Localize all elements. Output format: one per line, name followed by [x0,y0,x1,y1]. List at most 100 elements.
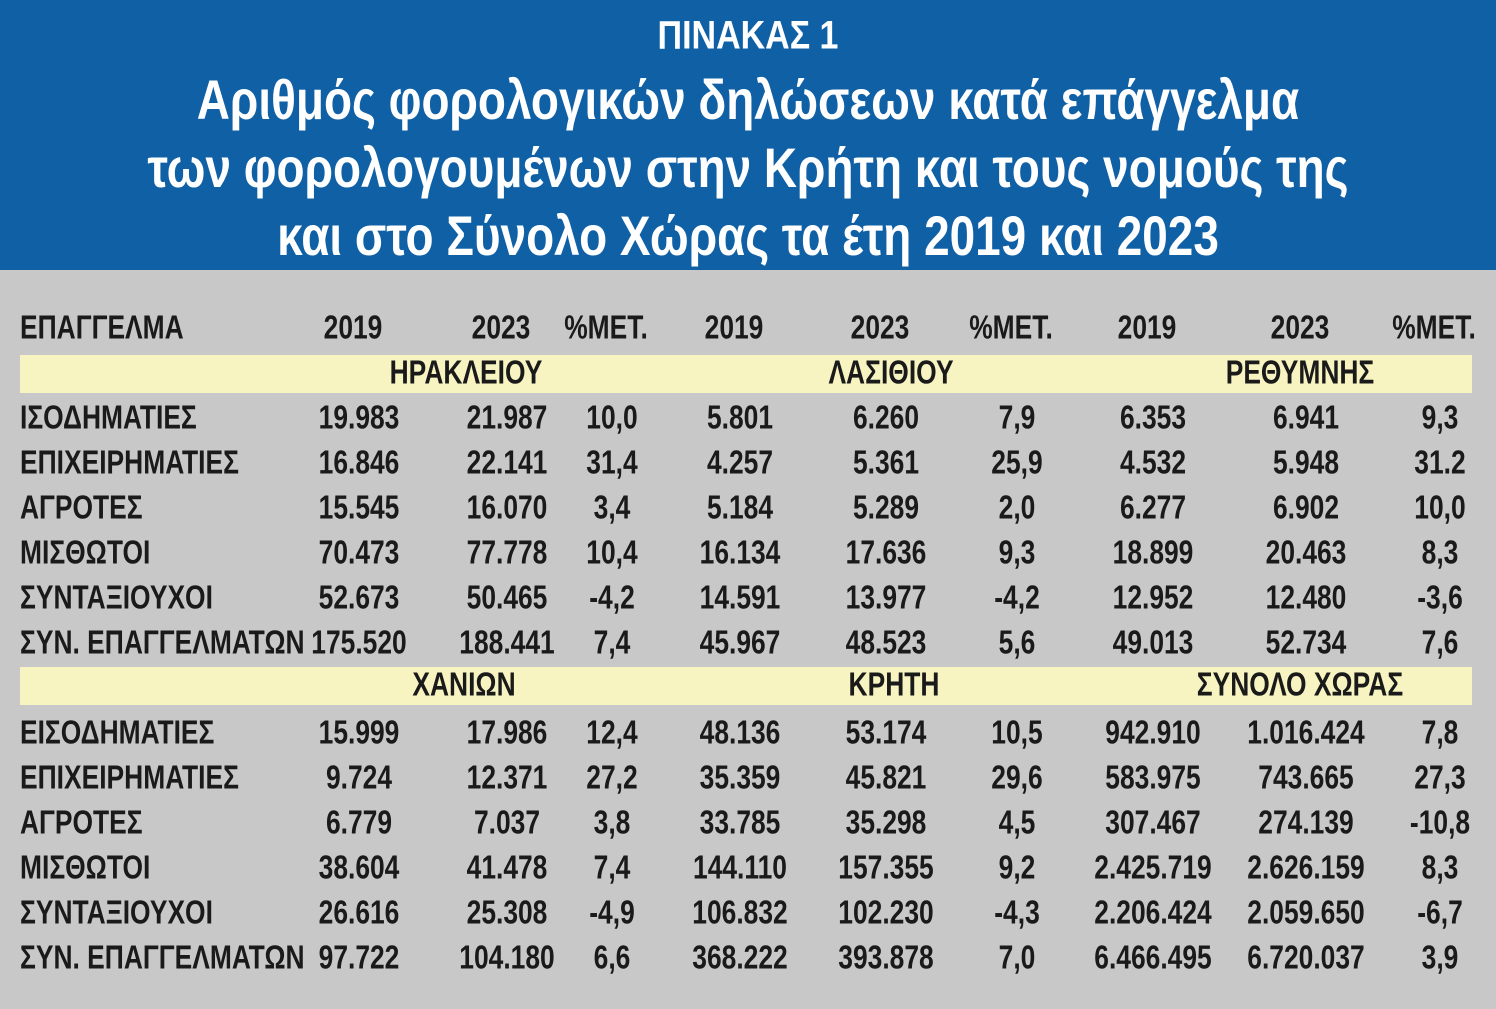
cell: 307.467 [1105,805,1200,841]
cell: 188.441 [459,625,554,661]
cell: 15.999 [319,715,400,751]
cell: 5,6 [999,625,1036,661]
cell: 52.734 [1266,625,1347,661]
cell: 15.545 [319,490,400,526]
cell: 144.110 [693,850,787,886]
cell: 17.986 [467,715,548,751]
cell: 12.952 [1113,580,1194,616]
cell: 2.206.424 [1094,895,1212,931]
cell: 2,0 [999,490,1036,526]
cell: 12.480 [1266,580,1347,616]
section-band [20,667,1472,705]
cell: 16.846 [319,445,400,481]
cell: 102.230 [838,895,933,931]
cell: -4,2 [589,580,634,616]
cell: 6.353 [1120,400,1186,436]
cell: 31.2 [1414,445,1465,481]
cell: 583.975 [1105,760,1200,796]
cell: 5.361 [853,445,919,481]
cell: 53.174 [846,715,927,751]
cell: 27,3 [1414,760,1465,796]
cell: 9,2 [999,850,1036,886]
cell: 4,5 [999,805,1036,841]
cell: 5.289 [853,490,919,526]
cell: 7,4 [594,850,631,886]
cell: 7,9 [999,400,1036,436]
cell: -10,8 [1410,805,1470,841]
cell: 368.222 [692,940,787,976]
cell: 17.636 [846,535,927,571]
column-header: 2023 [1271,310,1330,346]
cell: 12.371 [467,760,548,796]
cell: 6.902 [1273,490,1339,526]
cell: 45.967 [700,625,781,661]
header-band [0,0,1496,270]
header-label: ΠΙΝΑΚΑΣ 1 [658,12,839,57]
cell: 70.473 [319,535,400,571]
cell: 33.785 [700,805,781,841]
column-header: 2019 [324,310,383,346]
row-label: ΣΥΝΤΑΞΙΟΥΧΟΙ [20,895,213,931]
section-band [20,355,1472,393]
row-label: ΑΓΡΟΤΕΣ [20,490,143,526]
row-label: ΙΣΟΔΗΜΑΤΙΕΣ [20,400,197,436]
cell: 25.308 [467,895,548,931]
cell: 10,5 [991,715,1042,751]
cell: 6.260 [853,400,919,436]
cell: 14.591 [700,580,781,616]
row-label: ΕΙΣΟΔΗΜΑΤΙΕΣ [20,715,214,751]
cell: 9.724 [326,760,392,796]
cell: 97.722 [319,940,400,976]
cell: 35.298 [846,805,927,841]
cell: 3,4 [594,490,631,526]
cell: -3,6 [1417,580,1462,616]
cell: 1.016.424 [1247,715,1365,751]
header-title-line: Αριθμός φορολογικών δηλώσεων κατά επάγγε… [197,68,1299,130]
cell: 31,4 [586,445,638,481]
cell: 7,0 [999,940,1036,976]
row-label: ΣΥΝ. ΕΠΑΓΓΕΛΜΑΤΩΝ [20,625,305,661]
cell: 6.466.495 [1094,940,1211,976]
cell: 26.616 [319,895,400,931]
cell: -4,3 [994,895,1039,931]
cell: 10,4 [586,535,638,571]
cell: 22.141 [467,445,548,481]
cell: 393.878 [838,940,933,976]
cell: 9,3 [999,535,1036,571]
cell: 35.359 [700,760,781,796]
row-label: ΣΥΝ. ΕΠΑΓΓΕΛΜΑΤΩΝ [20,940,305,976]
cell: 19.983 [319,400,400,436]
cell: 13.977 [846,580,927,616]
region-label: ΗΡΑΚΛΕΙΟΥ [390,355,543,391]
cell: -4,2 [994,580,1039,616]
column-header: 2019 [1118,310,1177,346]
cell: 7,6 [1422,625,1459,661]
cell: 50.465 [467,580,548,616]
cell: 5.948 [1273,445,1339,481]
cell: 8,3 [1422,535,1459,571]
cell: 4.257 [707,445,773,481]
region-label: ΣΥΝΟΛΟ ΧΩΡΑΣ [1197,667,1403,703]
region-label: ΚΡΗΤΗ [849,667,940,703]
cell: 157.355 [838,850,933,886]
row-label: ΑΓΡΟΤΕΣ [20,805,143,841]
cell: 52.673 [319,580,400,616]
cell: 18.899 [1113,535,1194,571]
cell: -6,7 [1417,895,1462,931]
cell: 12,4 [586,715,638,751]
cell: 5.801 [707,400,773,436]
cell: 6.941 [1273,400,1339,436]
cell: 106.832 [692,895,787,931]
cell: 5.184 [707,490,773,526]
column-header: %ΜΕΤ. [1392,310,1476,346]
row-label: ΕΠΙΧΕΙΡΗΜΑΤΙΕΣ [20,760,239,796]
cell: 942.910 [1105,715,1200,751]
column-header: 2023 [472,310,531,346]
cell: 48.136 [700,715,781,751]
column-header: 2023 [851,310,910,346]
row-label: ΜΙΣΘΩΤΟΙ [20,850,150,886]
cell: 9,3 [1422,400,1459,436]
header-title-line: των φορολογουμένων στην Κρήτη και τους ν… [147,136,1348,198]
column-header: 2019 [705,310,764,346]
